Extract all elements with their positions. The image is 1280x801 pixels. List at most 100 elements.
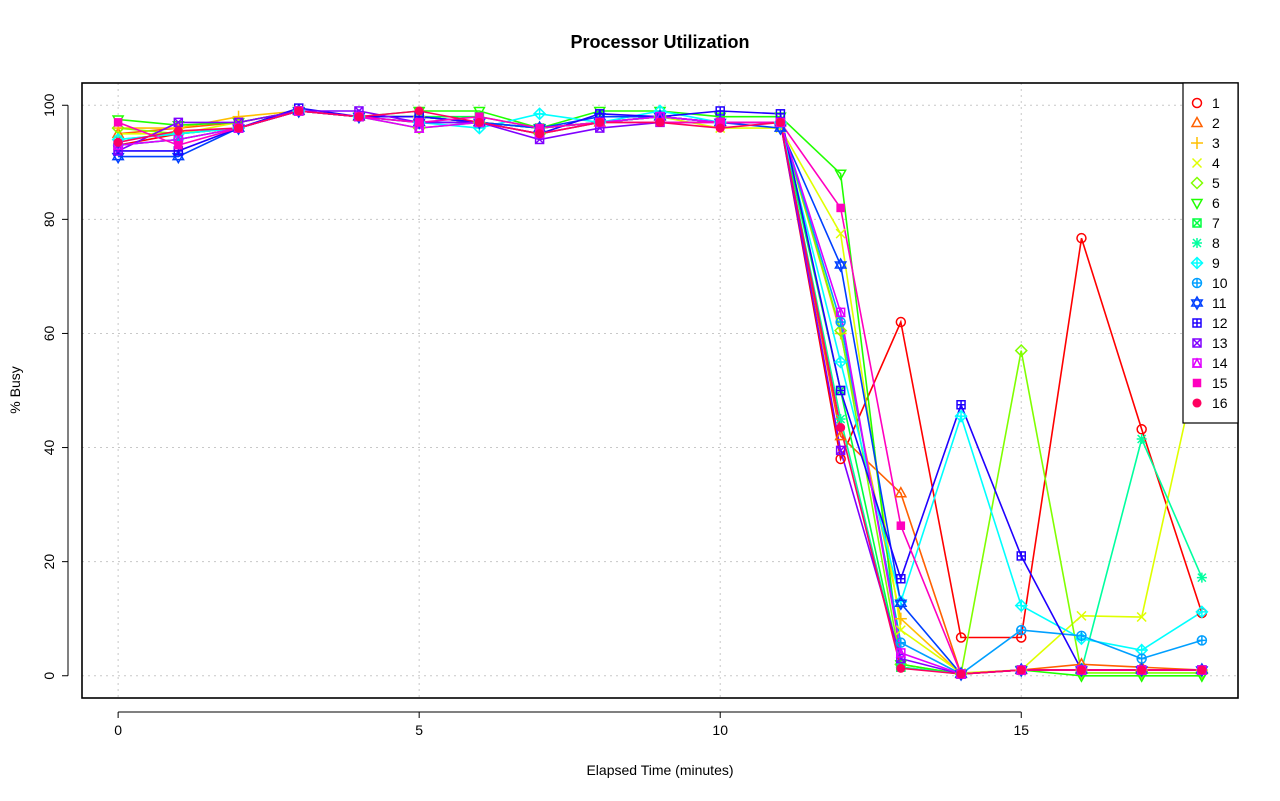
legend-label-11: 11: [1212, 295, 1227, 311]
data-point-15: [896, 521, 906, 530]
legend-label-14: 14: [1212, 355, 1228, 371]
data-point-9: [954, 409, 968, 423]
data-point-16: [896, 663, 906, 673]
legend-marker-16: [1192, 398, 1202, 408]
data-point-12: [715, 106, 725, 116]
data-point-14: [895, 647, 907, 658]
legend-marker-9: [1190, 256, 1204, 270]
data-point-16: [715, 123, 725, 133]
data-point-10: [1016, 624, 1027, 636]
data-point-10: [835, 316, 846, 328]
data-point-2: [834, 429, 847, 441]
data-point-15: [414, 118, 424, 127]
legend-marker-10: [1191, 277, 1203, 289]
y-tick-label: 0: [41, 672, 57, 680]
data-point-16: [233, 123, 244, 133]
data-point-13: [896, 653, 906, 664]
legend-marker-6: [1190, 198, 1204, 211]
data-point-15: [174, 140, 183, 150]
data-point-12: [835, 385, 846, 396]
data-point-9: [834, 355, 848, 369]
data-point-3: [834, 327, 847, 340]
data-point-16: [535, 129, 545, 139]
x-tick-label: 10: [712, 722, 728, 738]
data-point-5: [1014, 344, 1028, 358]
legend-marker-8: [1192, 238, 1202, 248]
data-point-15: [113, 118, 123, 127]
legend-label-6: 6: [1212, 195, 1220, 211]
data-point-13: [113, 146, 123, 156]
data-point-11: [894, 595, 908, 611]
data-point-16: [595, 117, 605, 127]
data-point-10: [895, 637, 907, 648]
data-point-10: [1136, 653, 1147, 664]
data-point-16: [1137, 665, 1147, 675]
series-markers: [111, 103, 1209, 683]
legend-label-10: 10: [1212, 275, 1228, 291]
chart-title: Processor Utilization: [570, 32, 749, 52]
legend-marker-11: [1190, 295, 1204, 311]
data-point-4: [895, 625, 906, 636]
data-point-16: [655, 117, 665, 127]
legend-marker-13: [1192, 338, 1202, 348]
data-point-1: [895, 316, 907, 328]
legend-marker-3: [1191, 137, 1203, 149]
data-point-9: [533, 107, 547, 121]
legend-marker-5: [1190, 176, 1204, 190]
data-point-12: [896, 574, 906, 584]
data-point-6: [593, 106, 607, 118]
data-point-3: [894, 612, 907, 625]
series-lines: [117, 107, 1203, 677]
data-point-1: [1136, 424, 1147, 435]
x-axis-label: Elapsed Time (minutes): [586, 762, 733, 778]
legend-label-15: 15: [1212, 375, 1228, 391]
series-line-12: [118, 107, 1202, 671]
x-tick-label: 0: [114, 722, 122, 738]
legend-label-2: 2: [1212, 115, 1220, 131]
data-point-16: [1197, 665, 1207, 675]
legend-marker-15: [1192, 378, 1202, 388]
data-point-6: [834, 169, 847, 181]
data-point-16: [956, 669, 966, 679]
legend-marker-12: [1192, 318, 1202, 328]
data-point-1: [955, 632, 967, 643]
legend-label-16: 16: [1212, 395, 1228, 411]
y-tick-label: 40: [41, 440, 57, 456]
data-point-9: [1014, 599, 1028, 613]
y-tick-label: 20: [41, 554, 57, 570]
y-axis: 0 20 40 60 80 100: [41, 93, 69, 680]
x-tick-label: 5: [415, 722, 423, 738]
y-axis-label: % Busy: [7, 366, 23, 413]
data-point-10: [1196, 635, 1208, 646]
legend-label-13: 13: [1212, 335, 1228, 351]
data-point-13: [835, 445, 846, 456]
legend-label-8: 8: [1212, 235, 1220, 251]
data-point-16: [173, 126, 183, 136]
y-tick-label: 60: [41, 325, 57, 341]
legend-label-4: 4: [1212, 155, 1220, 171]
legend-label-1: 1: [1212, 95, 1220, 111]
plot-frame: [81, 82, 1239, 699]
data-point-16: [294, 106, 304, 116]
data-point-16: [354, 112, 364, 122]
data-point-11: [834, 257, 848, 273]
legend-label-9: 9: [1212, 255, 1220, 271]
data-point-8: [1136, 433, 1147, 444]
series-line-9: [118, 110, 1203, 651]
data-point-14: [835, 306, 846, 318]
legend-marker-2: [1190, 115, 1204, 128]
x-axis: 0 5 10 15: [114, 711, 1029, 738]
grid: [82, 83, 1238, 698]
data-point-15: [836, 203, 845, 213]
legend-marker-7: [1192, 218, 1202, 228]
legend-label-3: 3: [1212, 135, 1220, 151]
data-point-4: [835, 228, 846, 239]
legend-box: [1182, 82, 1239, 424]
data-point-16: [113, 137, 123, 147]
data-point-4: [1076, 610, 1087, 621]
data-point-13: [173, 117, 184, 128]
data-point-16: [775, 117, 785, 127]
legend-label-7: 7: [1212, 215, 1220, 231]
data-point-16: [1016, 665, 1026, 675]
